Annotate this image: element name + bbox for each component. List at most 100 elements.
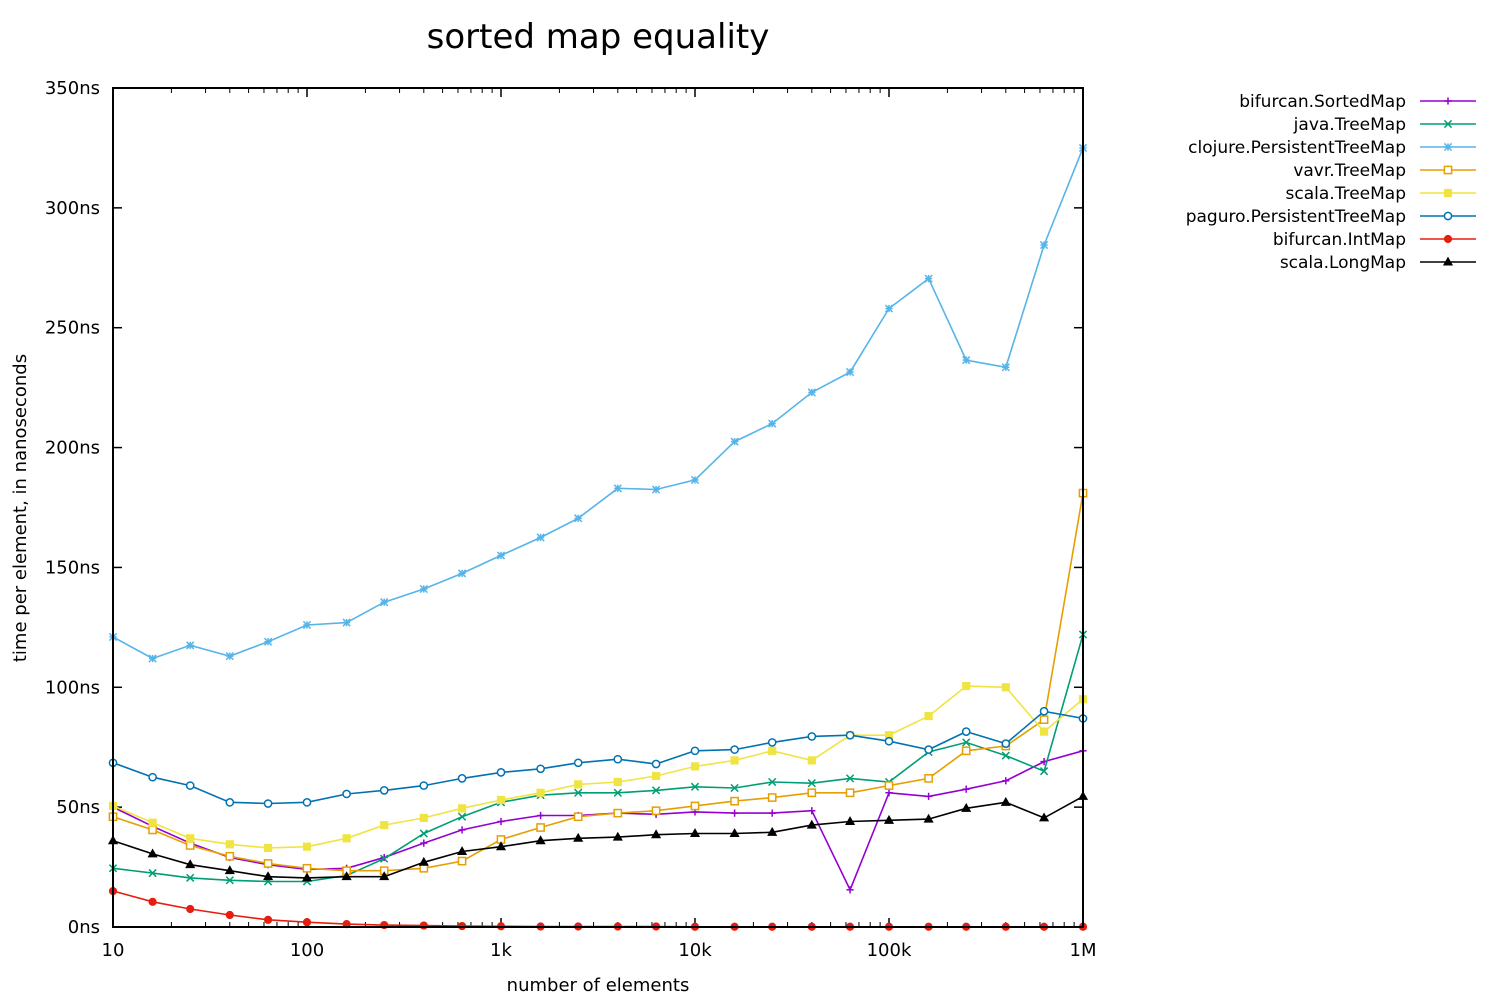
data-point [651,786,661,795]
data-point [574,514,583,523]
data-point [845,816,856,826]
data-point [148,654,157,663]
legend-label: clojure.PersistentTreeMap [1188,138,1406,158]
data-point [148,897,157,906]
data-point [884,736,894,746]
data-point [457,812,467,821]
data-point [536,788,545,797]
data-point [923,813,934,823]
data-point [380,854,389,863]
data-point [961,727,971,736]
legend-marker [1443,165,1453,175]
data-point [846,886,854,894]
data-point [1039,812,1050,822]
legend-marker [1442,256,1454,266]
legend-marker [1444,97,1452,105]
data-point [536,533,545,542]
data-point [224,865,235,875]
legend-marker [1443,119,1453,129]
data-point [651,759,661,769]
x-tick-label: 10k [678,940,712,961]
series-bifurcan.IntMap [108,886,1088,931]
data-point [458,826,466,834]
data-point [302,918,312,927]
data-point [341,871,352,881]
legend-label: bifurcan.IntMap [1273,230,1406,250]
data-point [1039,706,1049,716]
data-point [845,788,855,798]
y-axis-label: time per element, in nanoseconds [10,354,31,662]
data-point [457,804,467,813]
data-point [496,768,506,777]
data-point [536,764,545,774]
legend-entry: scala.TreeMap [1286,184,1476,204]
data-point [535,835,546,845]
data-point [419,829,428,838]
data-point [379,871,390,881]
data-point [807,732,817,741]
data-point [730,796,739,806]
x-tick-label: 100 [290,940,324,961]
data-point [186,904,195,914]
series-line [112,147,1084,660]
data-point [457,856,467,866]
data-point [573,832,584,842]
data-point [185,841,195,850]
data-point [730,783,739,793]
data-point [729,828,740,838]
data-point [301,872,313,882]
y-tick-label: 350ns [45,78,100,99]
data-point [536,811,545,820]
data-point [885,789,893,797]
series-line [112,685,1084,849]
data-point [379,786,389,795]
data-point [924,774,933,783]
data-point [962,355,971,365]
data-point [807,779,816,788]
data-point [1001,683,1010,692]
y-tick-label: 250ns [45,318,100,339]
data-point [924,711,933,721]
data-point [148,772,157,782]
data-point [186,873,195,882]
data-point [884,781,894,790]
data-point [690,475,700,485]
series-scala.LongMap [107,790,1089,882]
y-tick-label: 100ns [45,677,100,698]
data-point [148,868,157,878]
series-layer [107,143,1089,931]
data-point [185,781,195,790]
y-tick-label: 0ns [68,917,100,938]
data-point [1000,796,1011,806]
data-point [573,812,583,822]
data-point [767,738,777,747]
data-point [924,274,933,283]
y-tick-label: 300ns [45,198,100,219]
data-point [225,910,234,920]
data-point [225,851,235,861]
data-point [690,801,700,811]
legend-entry: scala.LongMap [1280,253,1476,273]
data-point [651,806,661,816]
data-point [730,745,739,754]
data-point [768,746,777,755]
data-point [845,774,855,783]
series-paguro.PersistentTreeMap [108,706,1088,808]
data-point [689,828,701,838]
data-point [651,829,662,839]
data-point [148,818,157,827]
x-tick-label: 10 [102,940,125,961]
data-point [651,771,661,781]
y-tick-label: 200ns [45,438,100,459]
data-point [380,821,389,830]
data-point [1039,240,1049,250]
data-point [768,777,777,787]
data-point [807,756,816,765]
data-point [496,795,506,805]
x-tick-label: 1M [1070,940,1097,961]
data-point [613,754,623,764]
data-point [342,834,351,843]
data-point [186,834,195,843]
data-point [884,304,894,313]
legend-entry: vavr.TreeMap [1293,161,1476,181]
